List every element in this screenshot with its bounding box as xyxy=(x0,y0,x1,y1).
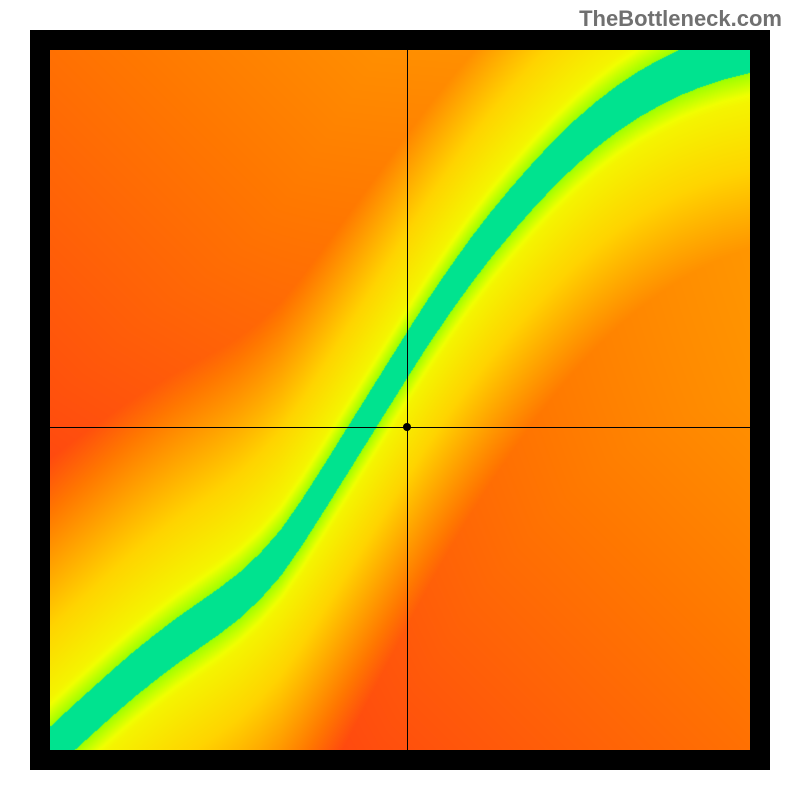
chart-frame xyxy=(30,30,770,770)
heatmap-canvas xyxy=(50,50,750,750)
crosshair-horizontal xyxy=(50,427,750,428)
chart-container: TheBottleneck.com xyxy=(0,0,800,800)
plot-area xyxy=(50,50,750,750)
watermark-text: TheBottleneck.com xyxy=(579,6,782,32)
marker-dot xyxy=(403,423,411,431)
crosshair-vertical xyxy=(407,50,408,750)
